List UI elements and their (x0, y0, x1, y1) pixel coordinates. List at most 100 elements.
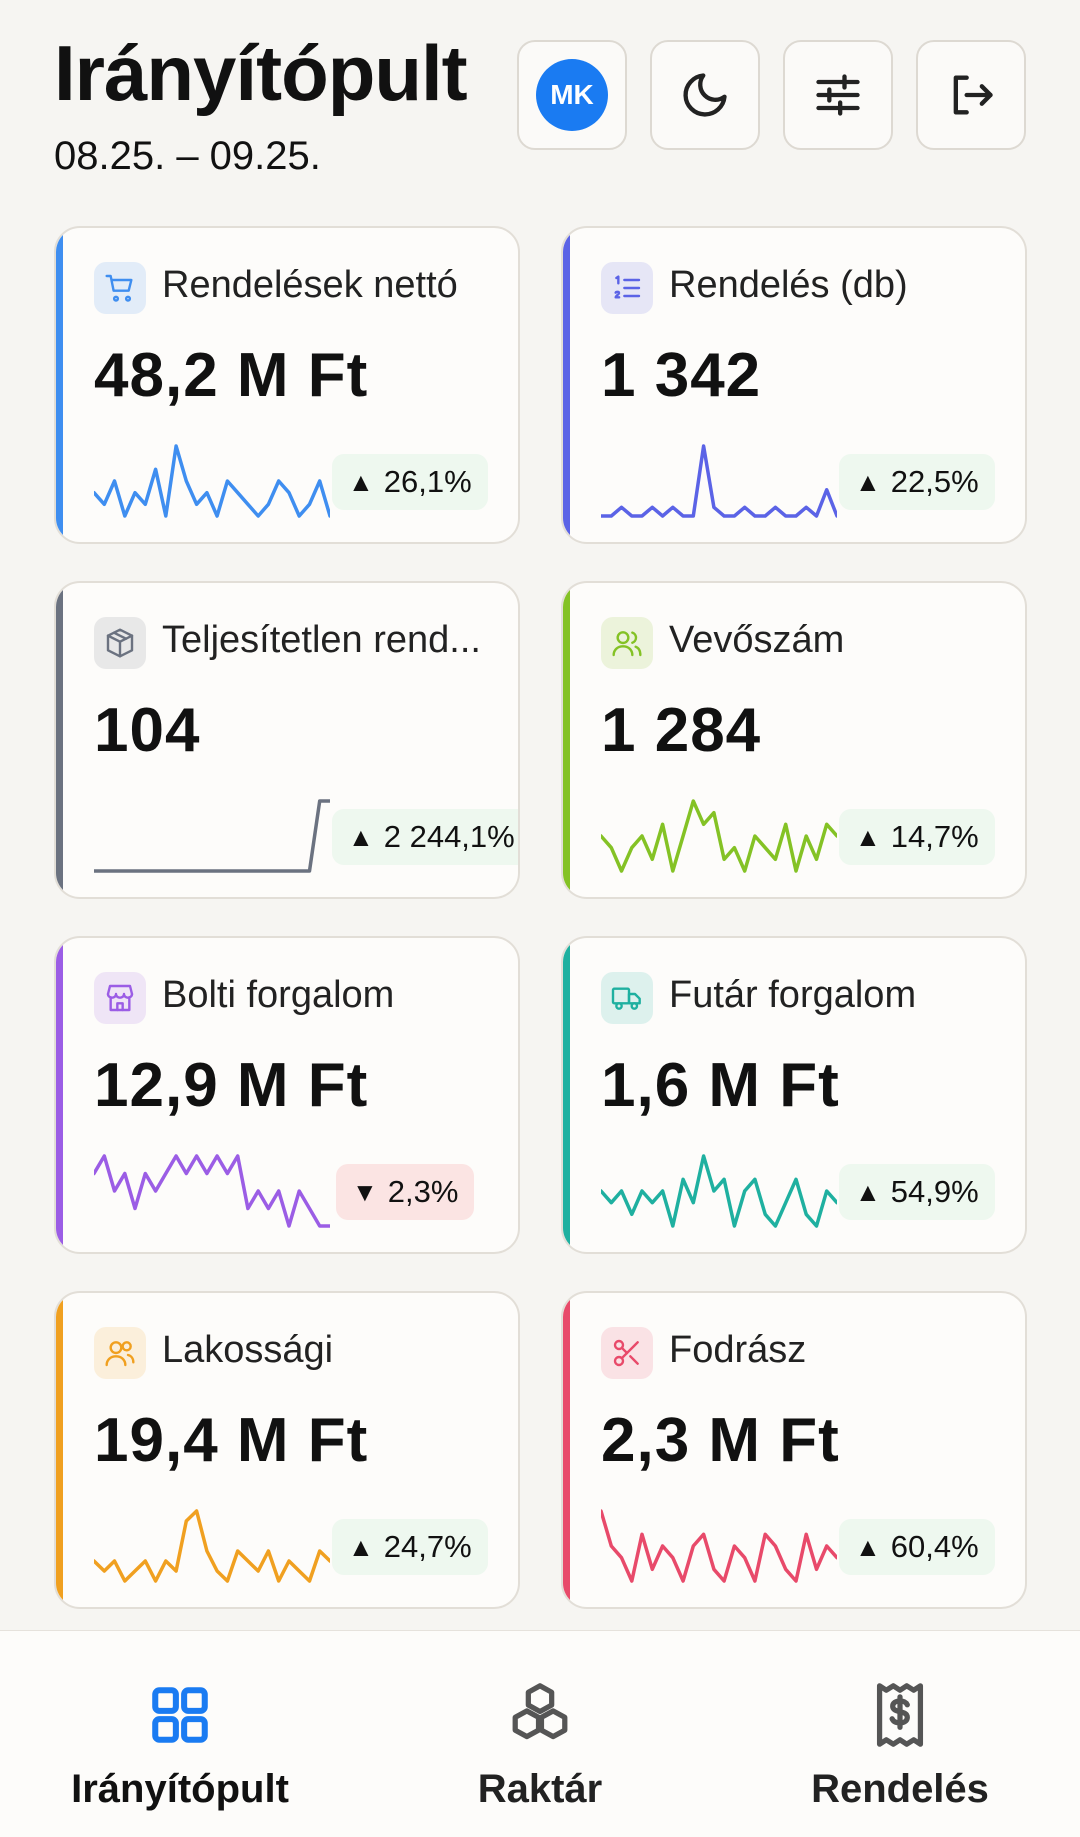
logout-icon (953, 75, 993, 115)
arrow-up-icon: ▲ (855, 821, 881, 852)
card-value: 1,6 M Ft (601, 1051, 840, 1120)
dashboard-grid-icon (152, 1687, 208, 1743)
trend-badge: ▲ 26,1% (332, 454, 488, 510)
store-icon (94, 972, 146, 1024)
trend-badge: ▲ 24,7% (332, 1519, 488, 1575)
card-value: 1 284 (601, 696, 762, 765)
kpi-card[interactable]: Rendelés (db) 1 342 ▲ 22,5% (561, 226, 1027, 544)
sparkline (601, 1509, 837, 1583)
bottom-navigation: Irányítópult Raktár Rendelés (0, 1630, 1080, 1837)
card-label: Rendelés (db) (669, 264, 908, 306)
sparkline (94, 799, 330, 873)
arrow-down-icon: ▼ (352, 1176, 378, 1207)
card-label: Futár forgalom (669, 974, 917, 1016)
receipt-dollar-icon (876, 1683, 924, 1747)
trend-value: 26,1% (383, 464, 472, 499)
card-accent-stripe (56, 938, 63, 1252)
kpi-card[interactable]: Bolti forgalom 12,9 M Ft ▼ 2,3% (54, 936, 520, 1254)
sparkline (94, 1154, 330, 1228)
trend-value: 2,3% (387, 1174, 459, 1209)
date-range[interactable]: 08.25. – 09.25. (54, 134, 321, 178)
kpi-card[interactable]: Teljesítetlen rend... 104 ▲ 2 244,1% (54, 581, 520, 899)
kpi-card[interactable]: Futár forgalom 1,6 M Ft ▲ 54,9% (561, 936, 1027, 1254)
sliders-icon (816, 74, 860, 116)
sparkline-path (601, 444, 837, 518)
sparkline (94, 444, 330, 518)
trend-badge: ▲ 14,7% (839, 809, 995, 865)
users-icon (601, 617, 653, 669)
trend-badge: ▲ 60,4% (839, 1519, 995, 1575)
kpi-card[interactable]: Rendelések nettó 48,2 M Ft ▲ 26,1% (54, 226, 520, 544)
sparkline (601, 444, 837, 518)
kpi-card[interactable]: Fodrász 2,3 M Ft ▲ 60,4% (561, 1291, 1027, 1609)
card-label: Vevőszám (669, 619, 845, 661)
sparkline-path (601, 799, 837, 873)
trend-badge: ▼ 2,3% (336, 1164, 475, 1220)
card-label: Bolti forgalom (162, 974, 395, 1016)
header: Irányítópult 08.25. – 09.25. MK (54, 24, 1034, 184)
arrow-up-icon: ▲ (855, 1531, 881, 1562)
nav-label: Rendelés (811, 1767, 989, 1811)
card-accent-stripe (56, 583, 63, 897)
card-value: 104 (94, 696, 201, 765)
arrow-up-icon: ▲ (348, 821, 374, 852)
sparkline (94, 1509, 330, 1583)
card-accent-stripe (56, 228, 63, 542)
sparkline-path (94, 1509, 330, 1583)
numbered-list-icon (601, 262, 653, 314)
trend-value: 14,7% (890, 819, 979, 854)
sparkline-path (94, 1154, 330, 1228)
card-value: 2,3 M Ft (601, 1406, 840, 1475)
sparkline (601, 1154, 837, 1228)
dark-mode-button[interactable] (650, 40, 760, 150)
sparkline-path (94, 799, 330, 873)
nav-warehouse[interactable]: Raktár (390, 1679, 690, 1812)
boxes-icon (512, 1683, 568, 1740)
trend-value: 54,9% (890, 1174, 979, 1209)
sparkline-path (94, 444, 330, 518)
profile-button[interactable]: MK (517, 40, 627, 150)
card-label: Teljesítetlen rend... (162, 619, 481, 661)
trend-badge: ▲ 54,9% (839, 1164, 995, 1220)
sparkline-path (601, 1509, 837, 1583)
trend-value: 24,7% (383, 1529, 472, 1564)
card-accent-stripe (563, 938, 570, 1252)
card-accent-stripe (56, 1293, 63, 1607)
package-icon (94, 617, 146, 669)
trend-value: 22,5% (890, 464, 979, 499)
kpi-card[interactable]: Lakossági 19,4 M Ft ▲ 24,7% (54, 1291, 520, 1609)
logout-button[interactable] (916, 40, 1026, 150)
trend-badge: ▲ 22,5% (839, 454, 995, 510)
card-value: 12,9 M Ft (94, 1051, 369, 1120)
card-value: 1 342 (601, 341, 762, 410)
card-value: 48,2 M Ft (94, 341, 369, 410)
arrow-up-icon: ▲ (855, 1176, 881, 1207)
card-accent-stripe (563, 228, 570, 542)
nav-label: Irányítópult (71, 1767, 289, 1811)
nav-dashboard[interactable]: Irányítópult (30, 1679, 330, 1812)
card-label: Lakossági (162, 1329, 334, 1371)
nav-orders[interactable]: Rendelés (750, 1679, 1050, 1812)
scissors-icon (601, 1327, 653, 1379)
page-title: Irányítópult (54, 29, 468, 117)
sparkline (601, 799, 837, 873)
trend-value: 2 244,1% (383, 819, 515, 854)
arrow-up-icon: ▲ (348, 466, 374, 497)
people-icon (94, 1327, 146, 1379)
avatar: MK (536, 59, 608, 131)
card-accent-stripe (563, 1293, 570, 1607)
card-value: 19,4 M Ft (94, 1406, 369, 1475)
filter-settings-button[interactable] (783, 40, 893, 150)
arrow-up-icon: ▲ (348, 1531, 374, 1562)
truck-icon (601, 972, 653, 1024)
moon-icon (683, 73, 727, 117)
kpi-card[interactable]: Vevőszám 1 284 ▲ 14,7% (561, 581, 1027, 899)
trend-value: 60,4% (890, 1529, 979, 1564)
arrow-up-icon: ▲ (855, 466, 881, 497)
trend-badge: ▲ 2 244,1% (332, 809, 518, 865)
sparkline-path (601, 1154, 837, 1228)
card-accent-stripe (563, 583, 570, 897)
cart-icon (94, 262, 146, 314)
card-label: Fodrász (669, 1329, 807, 1371)
card-label: Rendelések nettó (162, 264, 458, 306)
